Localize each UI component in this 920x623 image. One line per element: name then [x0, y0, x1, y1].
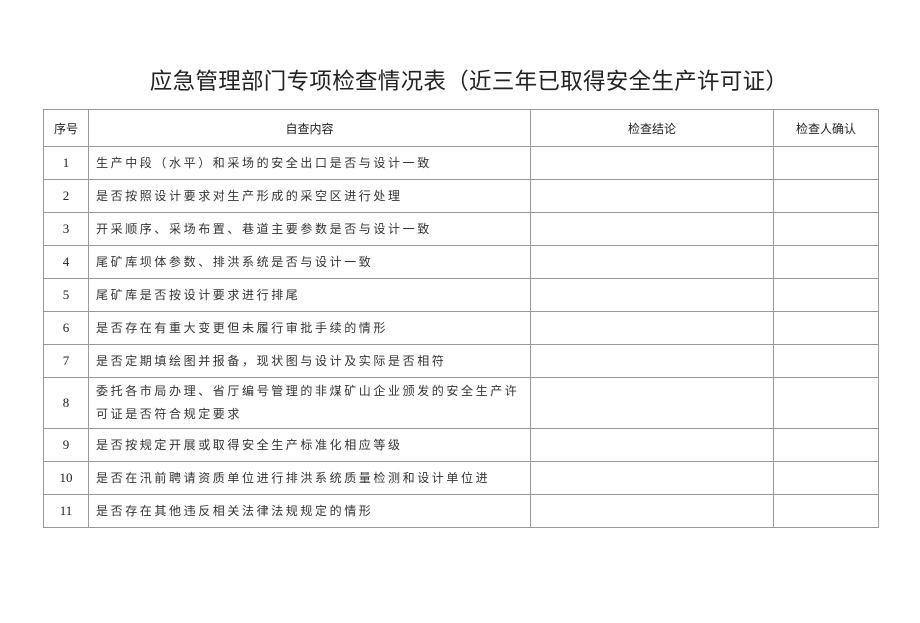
header-result: 检查结论	[530, 109, 774, 147]
table-header-row: 序号 自查内容 检查结论 检查人确认	[43, 109, 879, 147]
row-confirm-cell[interactable]	[773, 146, 879, 180]
row-number: 5	[43, 278, 89, 312]
row-content: 委托各市局办理、省厅编号管理的非煤矿山企业颁发的安全生产许可证是否符合规定要求	[88, 377, 531, 429]
row-confirm-cell[interactable]	[773, 212, 879, 246]
inspection-table: 序号 自查内容 检查结论 检查人确认 1 生产中段（水平）和采场的安全出口是否与设…	[43, 109, 879, 528]
row-confirm-cell[interactable]	[773, 311, 879, 345]
row-content: 是否在汛前聘请资质单位进行排洪系统质量检测和设计单位进	[88, 461, 531, 495]
row-confirm-cell[interactable]	[773, 428, 879, 462]
table-row: 9 是否按规定开展或取得安全生产标准化相应等级	[43, 428, 879, 462]
table-row: 8 委托各市局办理、省厅编号管理的非煤矿山企业颁发的安全生产许可证是否符合规定要求	[43, 377, 879, 429]
row-content: 是否按照设计要求对生产形成的采空区进行处理	[88, 179, 531, 213]
row-result-cell[interactable]	[530, 212, 774, 246]
row-content: 是否存在有重大变更但未履行审批手续的情形	[88, 311, 531, 345]
table-row: 4 尾矿库坝体参数、排洪系统是否与设计一致	[43, 245, 879, 279]
row-content: 生产中段（水平）和采场的安全出口是否与设计一致	[88, 146, 531, 180]
row-confirm-cell[interactable]	[773, 179, 879, 213]
table-row: 1 生产中段（水平）和采场的安全出口是否与设计一致	[43, 146, 879, 180]
row-number: 8	[43, 377, 89, 429]
row-number: 10	[43, 461, 89, 495]
row-result-cell[interactable]	[530, 461, 774, 495]
row-confirm-cell[interactable]	[773, 377, 879, 429]
row-result-cell[interactable]	[530, 311, 774, 345]
table-row: 2 是否按照设计要求对生产形成的采空区进行处理	[43, 179, 879, 213]
table-row: 5 尾矿库是否按设计要求进行排尾	[43, 278, 879, 312]
row-content: 开采顺序、采场布置、巷道主要参数是否与设计一致	[88, 212, 531, 246]
row-number: 2	[43, 179, 89, 213]
row-content: 尾矿库是否按设计要求进行排尾	[88, 278, 531, 312]
row-confirm-cell[interactable]	[773, 344, 879, 378]
row-result-cell[interactable]	[530, 245, 774, 279]
row-number: 11	[43, 494, 89, 528]
row-result-cell[interactable]	[530, 428, 774, 462]
row-confirm-cell[interactable]	[773, 278, 879, 312]
row-confirm-cell[interactable]	[773, 245, 879, 279]
row-confirm-cell[interactable]	[773, 461, 879, 495]
row-confirm-cell[interactable]	[773, 494, 879, 528]
row-content: 是否按规定开展或取得安全生产标准化相应等级	[88, 428, 531, 462]
table-row: 11 是否存在其他违反相关法律法规规定的情形	[43, 494, 879, 528]
row-result-cell[interactable]	[530, 179, 774, 213]
row-number: 6	[43, 311, 89, 345]
row-content: 是否定期填绘图并报备，现状图与设计及实际是否相符	[88, 344, 531, 378]
header-number: 序号	[43, 109, 89, 147]
row-result-cell[interactable]	[530, 344, 774, 378]
row-number: 9	[43, 428, 89, 462]
row-number: 7	[43, 344, 89, 378]
row-number: 4	[43, 245, 89, 279]
page-title: 应急管理部门专项检查情况表（近三年已取得安全生产许可证）	[149, 69, 789, 95]
row-result-cell[interactable]	[530, 278, 774, 312]
header-content: 自查内容	[88, 109, 531, 147]
row-result-cell[interactable]	[530, 494, 774, 528]
table-row: 6 是否存在有重大变更但未履行审批手续的情形	[43, 311, 879, 345]
row-result-cell[interactable]	[530, 377, 774, 429]
row-number: 1	[43, 146, 89, 180]
table-row: 10 是否在汛前聘请资质单位进行排洪系统质量检测和设计单位进	[43, 461, 879, 495]
row-number: 3	[43, 212, 89, 246]
row-content: 是否存在其他违反相关法律法规规定的情形	[88, 494, 531, 528]
table-row: 3 开采顺序、采场布置、巷道主要参数是否与设计一致	[43, 212, 879, 246]
header-confirm: 检查人确认	[773, 109, 879, 147]
table-row: 7 是否定期填绘图并报备，现状图与设计及实际是否相符	[43, 344, 879, 378]
row-result-cell[interactable]	[530, 146, 774, 180]
row-content: 尾矿库坝体参数、排洪系统是否与设计一致	[88, 245, 531, 279]
